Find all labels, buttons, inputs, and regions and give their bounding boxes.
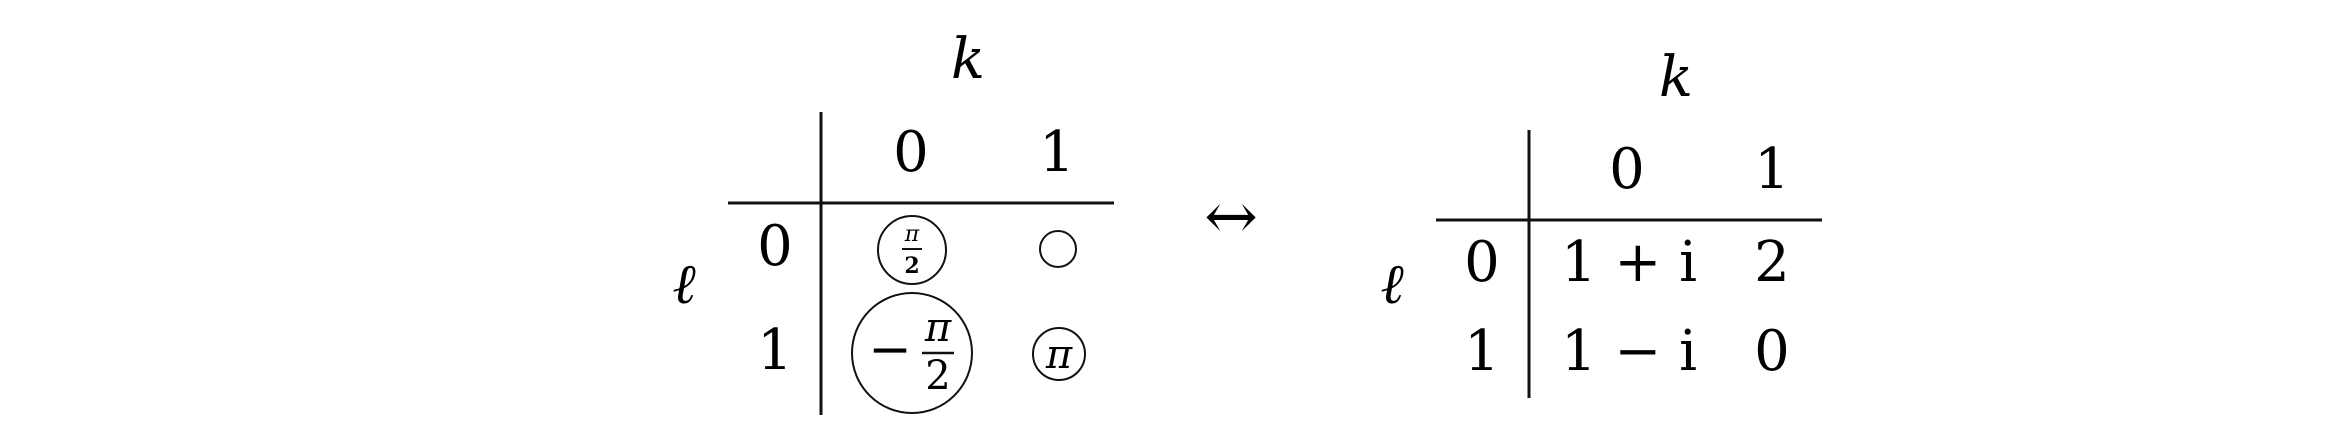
right-cell-1-1: 0 bbox=[1754, 319, 1790, 384]
left-cell-1-0: − π 2 bbox=[851, 292, 973, 414]
right-column-header-1: 1 bbox=[1754, 137, 1790, 202]
right-row-header-0: 0 bbox=[1464, 230, 1500, 295]
equivalence-arrow: ↔ bbox=[1204, 180, 1258, 254]
right-row-variable: ℓ bbox=[1380, 252, 1404, 317]
phase-numerator: π bbox=[904, 222, 920, 247]
phase-circle bbox=[851, 292, 973, 414]
left-cell-1-1: π bbox=[1032, 327, 1086, 381]
phase-circle bbox=[1039, 230, 1077, 268]
right-column-header-0: 0 bbox=[1609, 137, 1645, 202]
left-cell-0-1 bbox=[1039, 230, 1077, 268]
left-row-variable: ℓ bbox=[672, 252, 696, 317]
left-column-header-0: 0 bbox=[893, 120, 929, 185]
left-row-header-0: 0 bbox=[757, 214, 793, 279]
phase-denominator: 2 bbox=[904, 253, 919, 279]
left-row-header-1: 1 bbox=[757, 318, 793, 383]
right-cell-0-0: 1 + i bbox=[1561, 230, 1697, 295]
left-column-variable: k bbox=[951, 27, 985, 92]
phase-circle bbox=[1032, 327, 1086, 381]
left-column-header-1: 1 bbox=[1039, 120, 1075, 185]
phase-denominator: 2 bbox=[925, 353, 950, 399]
phase-numerator: π bbox=[924, 305, 952, 351]
phase-numerator: π bbox=[1045, 332, 1073, 378]
right-column-variable: k bbox=[1659, 45, 1693, 110]
right-table: k 0 1 ℓ 0 1 1 + i 2 1 − i 0 bbox=[1380, 45, 1822, 398]
right-cell-0-1: 2 bbox=[1754, 230, 1790, 295]
right-cell-1-0: 1 − i bbox=[1561, 319, 1697, 384]
phase-sign: − bbox=[868, 320, 912, 380]
left-table: k 0 1 ℓ 0 1 π 2 − π 2 π bbox=[672, 27, 1114, 415]
left-cell-0-0: π 2 bbox=[877, 215, 947, 285]
right-row-header-1: 1 bbox=[1464, 319, 1500, 384]
phase-circle bbox=[877, 215, 947, 285]
